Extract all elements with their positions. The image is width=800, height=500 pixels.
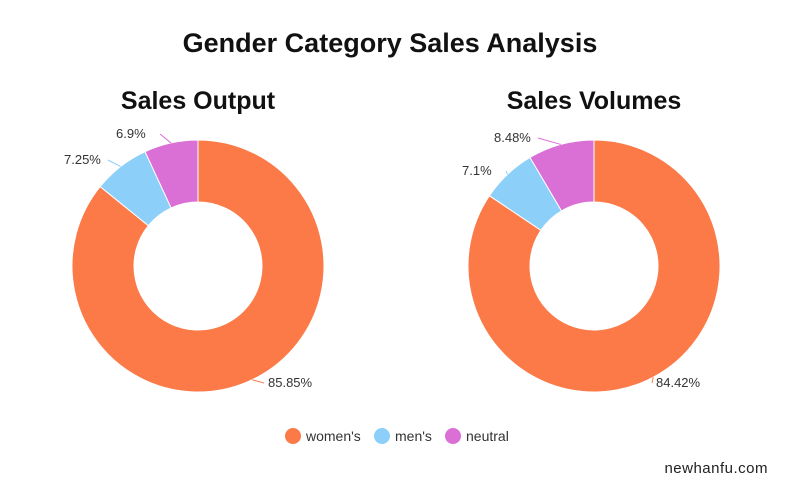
legend-item-womens[interactable]: women's — [285, 428, 361, 444]
legend-swatch-mens — [374, 428, 390, 444]
watermark: newhanfu.com — [664, 460, 768, 477]
leader-line-neutral — [159, 133, 172, 144]
legend-label-womens: women's — [305, 428, 361, 444]
legend-swatch-neutral — [445, 428, 461, 444]
legend: women's men's neutral — [285, 428, 509, 444]
chart-title-sales-volumes: Sales Volumes — [507, 87, 682, 115]
slice-neutral[interactable] — [144, 139, 199, 209]
chart-title-sales-output: Sales Output — [121, 87, 276, 115]
leader-line-neutral — [537, 137, 561, 145]
slice-label-womens: 84.42% — [656, 375, 701, 390]
slice-neutral[interactable] — [529, 139, 595, 212]
leader-line-mens — [505, 170, 509, 175]
slice-label-womens: 85.85% — [268, 375, 313, 390]
leader-line-womens — [651, 377, 654, 384]
slice-label-mens: 7.25% — [64, 152, 101, 167]
leader-line-mens — [107, 159, 121, 168]
slice-womens[interactable] — [71, 139, 325, 393]
slice-label-neutral: 8.48% — [494, 130, 531, 145]
legend-item-mens[interactable]: men's — [374, 428, 432, 444]
labels-sales-output: 85.85% 7.25% 6.9% — [64, 126, 313, 390]
slices-sales-output — [71, 139, 325, 393]
legend-swatch-womens — [285, 428, 301, 444]
slice-label-neutral: 6.9% — [116, 126, 146, 141]
slices-sales-volumes — [467, 139, 721, 393]
donut-chart-sales-volumes: Sales Volumes 84.42% 7.1% 8.48% — [462, 87, 721, 393]
main-title: Gender Category Sales Analysis — [183, 28, 598, 58]
labels-sales-volumes: 84.42% 7.1% 8.48% — [462, 130, 701, 390]
slice-womens[interactable] — [467, 139, 721, 393]
legend-item-neutral[interactable]: neutral — [445, 428, 509, 444]
leader-line-womens — [252, 379, 265, 384]
legend-label-mens: men's — [395, 428, 432, 444]
donut-chart-sales-output: Sales Output 85.85% 7.25% 6.9% — [64, 87, 325, 393]
legend-label-neutral: neutral — [466, 428, 509, 444]
slice-label-mens: 7.1% — [462, 163, 492, 178]
